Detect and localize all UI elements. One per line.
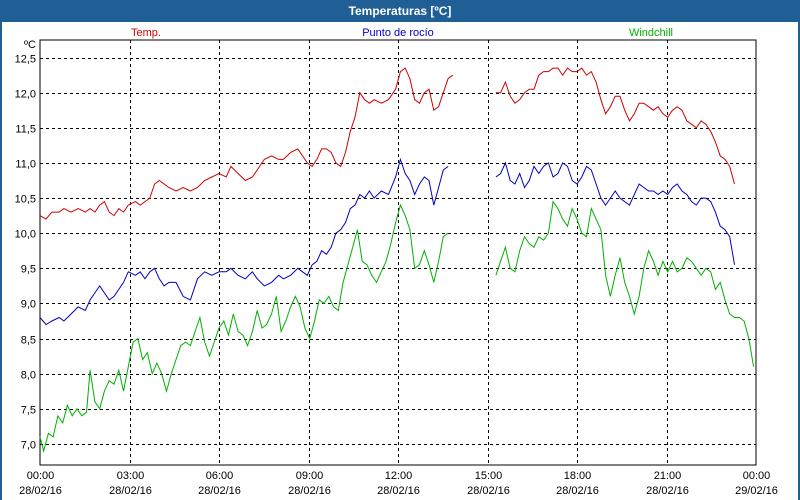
window-frame-right: [798, 22, 800, 500]
y-tick-label: 8,5: [21, 335, 36, 347]
x-tick-date: 28/02/16: [377, 485, 420, 497]
legend-entry: Punto de rocío: [362, 27, 434, 39]
series-line: [39, 203, 449, 453]
x-tick-date: 28/02/16: [109, 485, 152, 497]
series-line: [495, 67, 735, 185]
x-tick-time: 03:00: [117, 470, 145, 482]
y-tick-label: 8,0: [21, 370, 36, 382]
x-tick-date: 28/02/16: [646, 485, 689, 497]
y-tick-label: 11,5: [15, 124, 36, 136]
y-tick-label: 7,5: [21, 405, 36, 417]
series-line: [39, 67, 454, 220]
x-tick-time: 12:00: [385, 470, 413, 482]
series-line: [39, 157, 449, 326]
x-tick-date: 28/02/16: [288, 485, 331, 497]
y-axis-unit-label: ºC: [24, 39, 36, 51]
x-tick-time: 18:00: [564, 470, 592, 482]
x-tick-date: 28/02/16: [19, 485, 62, 497]
x-tick-time: 09:00: [296, 470, 324, 482]
y-tick-label: 12,5: [15, 54, 36, 66]
legend-entry: Temp.: [131, 27, 161, 39]
x-tick-time: 06:00: [206, 470, 234, 482]
x-tick-date: 29/02/16: [735, 485, 778, 497]
y-tick-label: 9,0: [21, 299, 36, 311]
window-frame-left: [0, 22, 2, 500]
x-tick-time: 00:00: [27, 470, 55, 482]
y-tick-label: 9,5: [21, 264, 36, 276]
x-tick-time: 00:00: [743, 470, 771, 482]
window-title: Temperaturas [ºC]: [348, 4, 452, 18]
x-tick-date: 28/02/16: [556, 485, 599, 497]
y-tick-label: 7,0: [21, 440, 36, 452]
x-tick-date: 28/02/16: [198, 485, 241, 497]
y-tick-label: 12,0: [15, 89, 36, 101]
series-line: [495, 200, 755, 367]
series-line: [495, 161, 735, 265]
x-tick-date: 28/02/16: [467, 485, 510, 497]
legend-entry: Windchill: [629, 27, 673, 39]
window-title-bar: Temperaturas [ºC]: [0, 0, 800, 22]
y-tick-label: 10,0: [15, 229, 36, 241]
y-tick-label: 10,5: [15, 194, 36, 206]
x-tick-time: 15:00: [475, 470, 503, 482]
x-tick-time: 21:00: [654, 470, 682, 482]
y-tick-label: 11,0: [15, 159, 36, 171]
